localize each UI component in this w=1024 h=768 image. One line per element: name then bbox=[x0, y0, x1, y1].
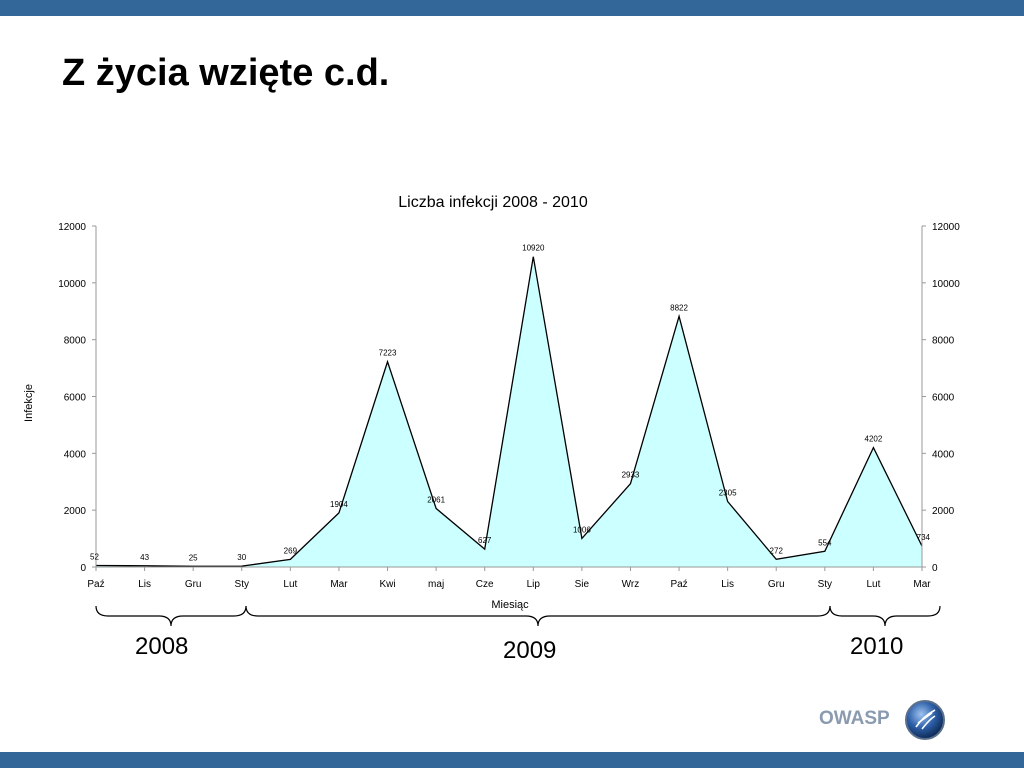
x-tick-label: Sie bbox=[575, 579, 590, 590]
data-label: 2933 bbox=[622, 471, 640, 480]
data-label: 1904 bbox=[330, 500, 348, 509]
x-tick-label: Paź bbox=[670, 579, 687, 590]
x-tick-label: Kwi bbox=[379, 579, 395, 590]
data-label: 30 bbox=[237, 553, 246, 562]
y-tick-label-right: 0 bbox=[932, 563, 938, 574]
data-label: 2061 bbox=[427, 495, 445, 504]
x-tick-label: maj bbox=[428, 579, 444, 590]
x-tick-label: Lut bbox=[866, 579, 880, 590]
data-label: 734 bbox=[917, 533, 931, 542]
y-tick-label-left: 4000 bbox=[64, 449, 87, 460]
data-label: 25 bbox=[189, 553, 198, 562]
y-tick-label-right: 4000 bbox=[932, 449, 955, 460]
data-label: 8822 bbox=[670, 303, 688, 312]
top-accent-bar bbox=[0, 0, 1024, 16]
x-tick-label: Lut bbox=[283, 579, 297, 590]
y-tick-label-left: 10000 bbox=[58, 279, 86, 290]
y-tick-label-right: 12000 bbox=[932, 222, 960, 233]
y-axis-title: Infekcje bbox=[23, 384, 35, 422]
y-tick-label-right: 10000 bbox=[932, 279, 960, 290]
data-label: 269 bbox=[284, 546, 298, 555]
data-label: 4202 bbox=[865, 435, 883, 444]
x-tick-label: Sty bbox=[818, 579, 832, 590]
y-tick-label-left: 0 bbox=[80, 563, 86, 574]
data-label: 7223 bbox=[379, 349, 397, 358]
y-tick-label-left: 6000 bbox=[64, 393, 87, 404]
year-label-2009: 2009 bbox=[503, 637, 557, 664]
x-tick-label: Gru bbox=[185, 579, 202, 590]
x-tick-label: Lis bbox=[721, 579, 734, 590]
bottom-accent-bar bbox=[0, 752, 1024, 768]
x-axis-title: Miesiąc bbox=[491, 599, 529, 611]
year-brace-2010 bbox=[829, 605, 941, 627]
year-brace-2008 bbox=[95, 605, 247, 627]
y-tick-label-left: 12000 bbox=[58, 222, 86, 233]
data-label: 627 bbox=[478, 536, 492, 545]
y-tick-label-left: 2000 bbox=[64, 506, 87, 517]
data-label: 52 bbox=[90, 553, 99, 562]
slide-title: Z życia wzięte c.d. bbox=[62, 52, 390, 94]
x-tick-label: Lip bbox=[527, 579, 541, 590]
area-fill bbox=[96, 256, 922, 567]
data-label: 10920 bbox=[522, 244, 545, 253]
data-label: 43 bbox=[140, 553, 149, 562]
x-tick-label: Cze bbox=[476, 579, 494, 590]
y-tick-label-right: 8000 bbox=[932, 336, 955, 347]
year-brace-2009 bbox=[245, 605, 831, 627]
x-tick-label: Lis bbox=[138, 579, 151, 590]
owasp-brand-text: OWASP bbox=[819, 708, 890, 729]
data-label: 1006 bbox=[573, 525, 591, 534]
data-label: 2305 bbox=[719, 488, 737, 497]
data-label: 554 bbox=[818, 538, 832, 547]
x-tick-label: Sty bbox=[235, 579, 249, 590]
chart-title: Liczba infekcji 2008 - 2010 bbox=[398, 194, 588, 211]
y-tick-label-right: 6000 bbox=[932, 393, 955, 404]
x-tick-label: Paź bbox=[87, 579, 104, 590]
series-line bbox=[95, 256, 923, 567]
y-tick-label-right: 2000 bbox=[932, 506, 955, 517]
x-tick-label: Mar bbox=[330, 579, 348, 590]
year-label-2008: 2008 bbox=[135, 633, 189, 660]
x-tick-label: Wrz bbox=[622, 579, 640, 590]
year-label-2010: 2010 bbox=[850, 633, 904, 660]
owasp-logo-icon bbox=[905, 700, 945, 740]
x-tick-label: Gru bbox=[768, 579, 785, 590]
data-label: 272 bbox=[770, 546, 784, 555]
y-tick-label-left: 8000 bbox=[64, 336, 87, 347]
x-tick-label: Mar bbox=[913, 579, 931, 590]
